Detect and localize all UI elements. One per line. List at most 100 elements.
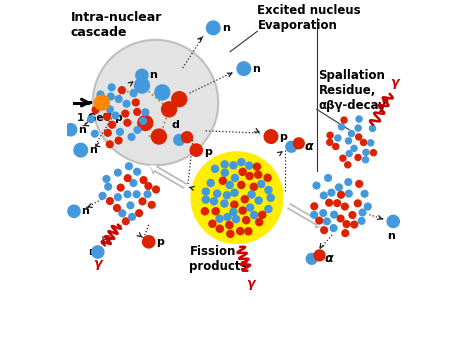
Circle shape [229, 161, 237, 169]
Circle shape [125, 162, 133, 170]
Circle shape [220, 199, 228, 208]
Text: n: n [252, 64, 260, 74]
Circle shape [216, 224, 224, 233]
Circle shape [92, 40, 219, 165]
Circle shape [115, 136, 123, 145]
Circle shape [107, 92, 115, 101]
Circle shape [219, 177, 227, 185]
Circle shape [108, 83, 116, 91]
Circle shape [266, 194, 275, 202]
Circle shape [247, 190, 256, 199]
Circle shape [253, 162, 261, 171]
Circle shape [141, 108, 149, 116]
Circle shape [230, 201, 238, 209]
Circle shape [339, 154, 346, 162]
Circle shape [123, 119, 131, 127]
Circle shape [144, 182, 153, 190]
Circle shape [338, 123, 345, 131]
Circle shape [122, 100, 131, 108]
Circle shape [114, 193, 122, 201]
Circle shape [123, 190, 132, 198]
Text: p: p [280, 132, 287, 142]
Circle shape [230, 189, 239, 197]
Circle shape [335, 183, 343, 191]
Circle shape [369, 125, 376, 132]
Circle shape [356, 115, 363, 123]
Circle shape [191, 152, 283, 243]
Circle shape [387, 215, 399, 227]
Circle shape [264, 130, 278, 143]
Circle shape [346, 150, 353, 157]
Circle shape [133, 168, 141, 176]
Circle shape [121, 109, 129, 118]
Circle shape [128, 213, 136, 221]
Circle shape [129, 179, 137, 187]
Circle shape [220, 160, 229, 169]
Circle shape [208, 220, 217, 228]
Circle shape [344, 178, 352, 186]
Circle shape [237, 62, 251, 75]
Circle shape [147, 201, 156, 209]
Circle shape [341, 203, 349, 211]
Circle shape [215, 214, 224, 223]
Circle shape [326, 132, 334, 139]
Text: n: n [88, 247, 96, 257]
Circle shape [87, 115, 95, 123]
Circle shape [138, 197, 146, 206]
Circle shape [225, 221, 234, 229]
Circle shape [240, 195, 249, 204]
Circle shape [172, 92, 187, 107]
Circle shape [264, 174, 272, 182]
Circle shape [323, 217, 331, 225]
Circle shape [360, 139, 367, 146]
Circle shape [350, 145, 358, 152]
Circle shape [238, 168, 247, 176]
Circle shape [133, 108, 141, 116]
Circle shape [174, 134, 185, 145]
Circle shape [254, 170, 263, 179]
Circle shape [210, 197, 218, 206]
Circle shape [207, 21, 220, 35]
Circle shape [257, 180, 265, 188]
Circle shape [306, 253, 317, 264]
Circle shape [354, 199, 362, 207]
Circle shape [310, 211, 318, 219]
Circle shape [94, 99, 103, 107]
Circle shape [201, 195, 210, 204]
Circle shape [333, 199, 341, 207]
Circle shape [246, 203, 255, 212]
Circle shape [64, 124, 77, 136]
Circle shape [104, 182, 112, 191]
Circle shape [136, 69, 148, 81]
Circle shape [231, 174, 239, 182]
Circle shape [99, 192, 107, 200]
Circle shape [329, 224, 337, 232]
Circle shape [106, 140, 114, 148]
Circle shape [113, 204, 121, 212]
Circle shape [354, 154, 362, 161]
Circle shape [128, 133, 136, 141]
Circle shape [341, 229, 349, 237]
Circle shape [310, 202, 319, 210]
Circle shape [345, 137, 352, 145]
Circle shape [116, 128, 124, 136]
Text: Spallation
Residue,
αβγ-decay: Spallation Residue, αβγ-decay [319, 69, 386, 112]
Text: Intra-nuclear
cascade: Intra-nuclear cascade [71, 11, 162, 39]
Circle shape [139, 176, 148, 184]
Circle shape [328, 189, 336, 197]
Circle shape [255, 196, 263, 205]
Circle shape [182, 132, 192, 143]
Circle shape [255, 218, 264, 226]
Circle shape [135, 209, 143, 217]
Circle shape [348, 211, 356, 219]
Circle shape [152, 186, 160, 194]
Circle shape [135, 78, 149, 93]
Circle shape [238, 206, 247, 215]
Circle shape [355, 124, 362, 132]
Circle shape [117, 183, 125, 192]
Circle shape [340, 116, 348, 124]
Circle shape [201, 187, 210, 196]
Text: p: p [204, 147, 211, 157]
Circle shape [103, 113, 111, 121]
Circle shape [74, 143, 88, 157]
